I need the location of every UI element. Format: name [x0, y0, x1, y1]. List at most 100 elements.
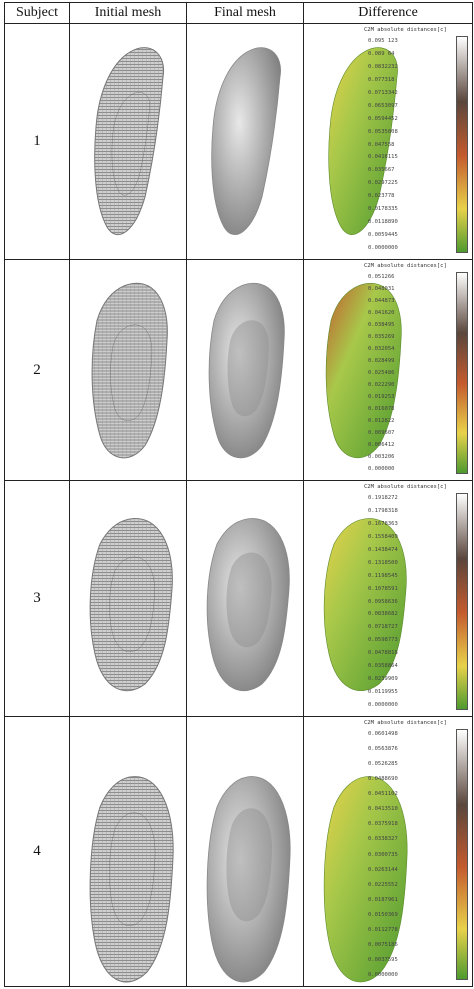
initial-mesh-cell — [69, 480, 187, 717]
colorbar: C2M absolute distances[c] 0.051266 0.04803… — [362, 261, 472, 480]
subject-row: 2 C2M absolute distances[c] 0.051266 0.0480… — [4, 259, 473, 481]
colorbar-tick-label: 0.1318500 — [368, 559, 398, 566]
colorbar-tick-label: 0.0150369 — [368, 911, 398, 918]
difference-cell: C2M absolute distances[c] 0.0601498 0.0563… — [303, 716, 473, 987]
final-mesh-image — [208, 282, 285, 459]
colorbar-title: C2M absolute distances[c] — [364, 720, 447, 726]
colorbar-tick-label: 0.0713342 — [368, 89, 398, 96]
colorbar-tick-label: 0.0375918 — [368, 821, 398, 828]
subject-number: 2 — [4, 259, 70, 481]
colorbar-ticks: 0.095 123 0.089 64 0.0832232 0.077318 0.0713… — [368, 38, 438, 251]
header-initial-mesh: Initial mesh — [69, 2, 187, 24]
colorbar-title: C2M absolute distances[c] — [364, 484, 447, 490]
header-row: Subject Initial mesh Final mesh Differen… — [4, 2, 473, 24]
colorbar-tick-label: 0.000000 — [368, 466, 395, 472]
subject-row: 4 C2M absolute distances[c] 0.0601498 0.056… — [4, 716, 473, 987]
colorbar: C2M absolute distances[c] 0.1918272 0.1798… — [362, 482, 472, 716]
colorbar-tick-label: 0.0535008 — [368, 128, 398, 135]
initial-mesh-image — [89, 776, 174, 983]
colorbar-tick-label: 0.035667 — [368, 167, 395, 174]
colorbar-gradient — [456, 272, 468, 474]
final-mesh-cell — [186, 23, 304, 260]
colorbar-tick-label: 0.0838682 — [368, 611, 398, 618]
colorbar-gradient — [456, 729, 468, 980]
colorbar-tick-label: 0.038495 — [368, 322, 395, 328]
difference-heatmap-image — [325, 283, 402, 459]
subject-row: 3 C2M absolute distances[c] 0.1918272 0.179… — [4, 480, 473, 717]
colorbar-tick-label: 0.0451102 — [368, 791, 398, 798]
colorbar-tick-label: 0.0118890 — [368, 219, 398, 226]
final-mesh-image — [211, 47, 281, 235]
header-subject: Subject — [4, 2, 70, 24]
colorbar: C2M absolute distances[c] 0.095 123 0.089 … — [362, 25, 472, 259]
colorbar-tick-label: 0.0300735 — [368, 851, 398, 858]
colorbar: C2M absolute distances[c] 0.0601498 0.0563… — [362, 718, 472, 986]
colorbar-tick-label: 0.0187961 — [368, 896, 398, 903]
colorbar-title: C2M absolute distances[c] — [364, 27, 447, 33]
colorbar-tick-label: 0.0601498 — [368, 731, 398, 737]
colorbar-tick-label: 0.0263144 — [368, 866, 398, 873]
difference-cell: C2M absolute distances[c] 0.051266 0.04803… — [303, 259, 473, 481]
final-mesh-image — [206, 518, 290, 692]
colorbar-tick-label: 0.0488690 — [368, 776, 398, 783]
colorbar-tick-label: 0.048031 — [368, 286, 395, 292]
colorbar-tick-label: 0.0832232 — [368, 63, 398, 70]
colorbar-tick-label: 0.0653097 — [368, 102, 398, 109]
header-difference: Difference — [303, 2, 473, 24]
colorbar-tick-label: 0.0718727 — [368, 624, 398, 631]
colorbar-tick-label: 0.047558 — [368, 141, 395, 148]
final-mesh-image — [206, 776, 291, 983]
colorbar-tick-label: 0.1078591 — [368, 585, 398, 592]
colorbar-tick-label: 0.041620 — [368, 310, 395, 316]
colorbar-tick-label: 0.0338327 — [368, 836, 398, 843]
final-mesh-cell — [186, 480, 304, 717]
initial-mesh-cell — [69, 716, 187, 987]
colorbar-tick-label: 0.0000000 — [368, 702, 398, 708]
subject-number: 1 — [4, 23, 70, 260]
colorbar-tick-label: 0.0297225 — [368, 180, 398, 187]
difference-heatmap-image — [328, 47, 398, 235]
colorbar-tick-label: 0.0478818 — [368, 650, 398, 657]
colorbar-tick-label: 0.1678363 — [368, 520, 398, 527]
colorbar-tick-label: 0.0958636 — [368, 598, 398, 605]
colorbar-tick-label: 0.1558409 — [368, 533, 398, 540]
colorbar-gradient — [456, 493, 468, 710]
colorbar-tick-label: 0.023778 — [368, 193, 395, 200]
colorbar-tick-label: 0.0037595 — [368, 956, 398, 963]
colorbar-tick-label: 0.0526285 — [368, 761, 398, 768]
colorbar-tick-label: 0.044873 — [368, 298, 395, 304]
colorbar-tick-label: 0.0413510 — [368, 806, 398, 813]
colorbar-tick-label: 0.0000000 — [368, 245, 398, 251]
colorbar-tick-label: 0.0416115 — [368, 154, 398, 161]
colorbar-tick-label: 0.1198545 — [368, 572, 398, 579]
colorbar-tick-label: 0.0178335 — [368, 206, 398, 213]
header-final-mesh: Final mesh — [186, 2, 304, 24]
colorbar-tick-label: 0.009607 — [368, 430, 395, 436]
colorbar-tick-label: 0.0000000 — [368, 972, 398, 978]
colorbar-tick-label: 0.016078 — [368, 406, 395, 412]
colorbar-title: C2M absolute distances[c] — [364, 263, 447, 269]
initial-mesh-image — [94, 47, 165, 236]
final-mesh-cell — [186, 259, 304, 481]
colorbar-tick-label: 0.019253 — [368, 394, 395, 400]
colorbar-tick-label: 0.025486 — [368, 370, 395, 376]
colorbar-gradient — [456, 36, 468, 253]
colorbar-tick-label: 0.0119955 — [368, 689, 398, 696]
subject-number: 4 — [4, 716, 70, 987]
colorbar-tick-label: 0.032054 — [368, 346, 395, 352]
comparison-table: Subject Initial mesh Final mesh Differen… — [4, 2, 473, 987]
colorbar-tick-label: 0.095 123 — [368, 38, 398, 44]
colorbar-tick-label: 0.0598773 — [368, 637, 398, 644]
difference-cell: C2M absolute distances[c] 0.095 123 0.089 … — [303, 23, 473, 260]
colorbar-tick-label: 0.003206 — [368, 454, 395, 460]
colorbar-tick-label: 0.028499 — [368, 358, 395, 364]
colorbar-tick-label: 0.077318 — [368, 76, 395, 83]
colorbar-tick-label: 0.0594452 — [368, 115, 398, 122]
colorbar-tick-label: 0.0225552 — [368, 881, 398, 888]
colorbar-tick-label: 0.1918272 — [368, 495, 398, 501]
initial-mesh-cell — [69, 259, 187, 481]
difference-heatmap-image — [323, 518, 407, 692]
colorbar-tick-label: 0.1798318 — [368, 507, 398, 514]
colorbar-ticks: 0.0601498 0.0563876 0.0526285 0.0488690 0.04… — [368, 731, 438, 978]
colorbar-tick-label: 0.0075186 — [368, 941, 398, 948]
